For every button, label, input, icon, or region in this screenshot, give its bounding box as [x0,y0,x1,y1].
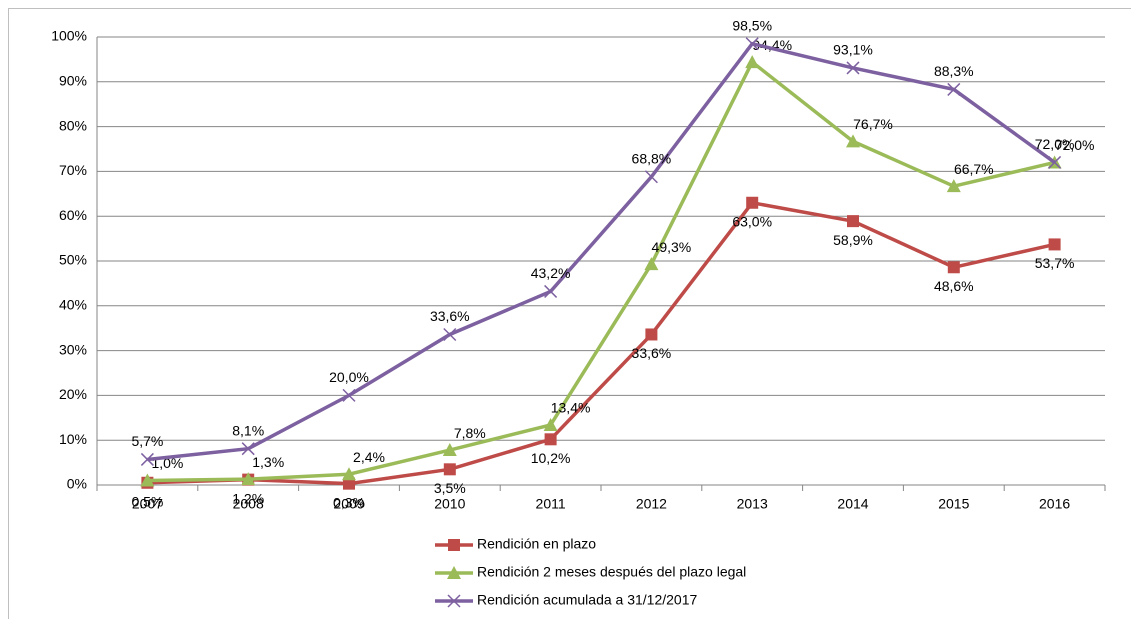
data-label: 33,6% [430,308,470,324]
data-label: 48,6% [934,278,974,294]
data-label: 10,2% [531,450,571,466]
series-line [147,59,1056,483]
data-label: 43,2% [531,265,571,281]
data-label: 2,4% [353,449,385,465]
chart-border [8,8,1131,619]
data-label: 66,7% [954,161,994,177]
y-tick-label: 50% [59,252,87,268]
series-line [147,41,1056,462]
x-tick-label: 2011 [536,496,566,512]
marker [544,433,557,446]
marker [241,472,256,486]
marker [241,442,255,456]
data-label: 0,3% [333,494,365,510]
marker [847,215,859,228]
marker [543,417,558,431]
marker [343,477,355,490]
data-label: 7,8% [454,425,486,441]
marker [846,134,860,148]
data-label: 13,4% [551,400,591,416]
data-label: 1,3% [252,454,284,470]
y-tick-label: 20% [59,386,87,402]
x-tick-label: 2010 [434,496,465,512]
legend-label: Rendición en plazo [477,536,596,552]
marker [846,61,860,75]
legend-marker [448,539,460,551]
y-tick-label: 0% [67,476,87,492]
legend-marker [447,594,461,608]
marker [644,257,659,271]
data-label: 68,8% [632,150,672,166]
marker [645,328,658,341]
x-tick-label: 2014 [837,496,868,512]
x-tick-label: 2016 [1039,496,1070,512]
legend-marker [447,566,461,579]
y-tick-label: 80% [59,117,87,133]
marker [443,463,456,476]
marker [1048,155,1062,169]
data-label: 58,9% [833,232,873,248]
x-tick-label: 2012 [636,496,667,512]
data-label: 8,1% [232,422,264,438]
data-label: 20,0% [329,369,369,385]
data-label: 3,5% [434,480,466,496]
y-tick-label: 60% [59,207,87,223]
marker [342,388,356,402]
marker [947,82,961,96]
data-label: 72,0% [1035,136,1075,152]
data-label: 0,5% [131,493,163,509]
marker [342,467,356,481]
data-label: 63,0% [732,213,772,229]
marker [442,443,457,457]
data-label: 1,2% [232,490,264,506]
series-line [147,200,1055,486]
y-tick-label: 40% [59,297,87,313]
legend-label: Rendición 2 meses después del plazo lega… [477,564,746,580]
data-label: 76,7% [853,116,893,132]
marker [140,452,154,466]
data-label: 49,3% [652,239,692,255]
x-tick-label: 2009 [333,496,364,512]
data-label: 33,6% [632,345,672,361]
x-tick-label: 2008 [233,496,264,512]
data-label: 94,4% [752,37,792,53]
marker [746,196,759,209]
marker [544,284,558,298]
y-tick-label: 100% [51,28,87,44]
data-label: 53,7% [1035,255,1075,271]
y-tick-label: 10% [59,431,87,447]
data-label: 72,0% [1055,137,1095,153]
x-tick-label: 2015 [938,496,969,512]
y-tick-label: 90% [59,73,87,89]
marker [745,37,759,51]
marker [443,327,457,342]
marker [1048,238,1061,251]
data-label: 93,1% [833,42,873,58]
data-label: 98,5% [732,17,772,33]
marker [745,55,760,69]
marker [644,170,658,184]
marker [946,179,961,193]
x-tick-label: 2007 [132,496,163,512]
marker [140,473,155,487]
legend-label: Rendición acumulada a 31/12/2017 [477,592,697,608]
y-tick-label: 70% [59,162,87,178]
x-tick-label: 2013 [737,496,768,512]
y-tick-label: 30% [59,341,87,357]
data-label: 5,7% [131,433,163,449]
data-label: 88,3% [934,63,974,79]
marker [947,261,960,274]
